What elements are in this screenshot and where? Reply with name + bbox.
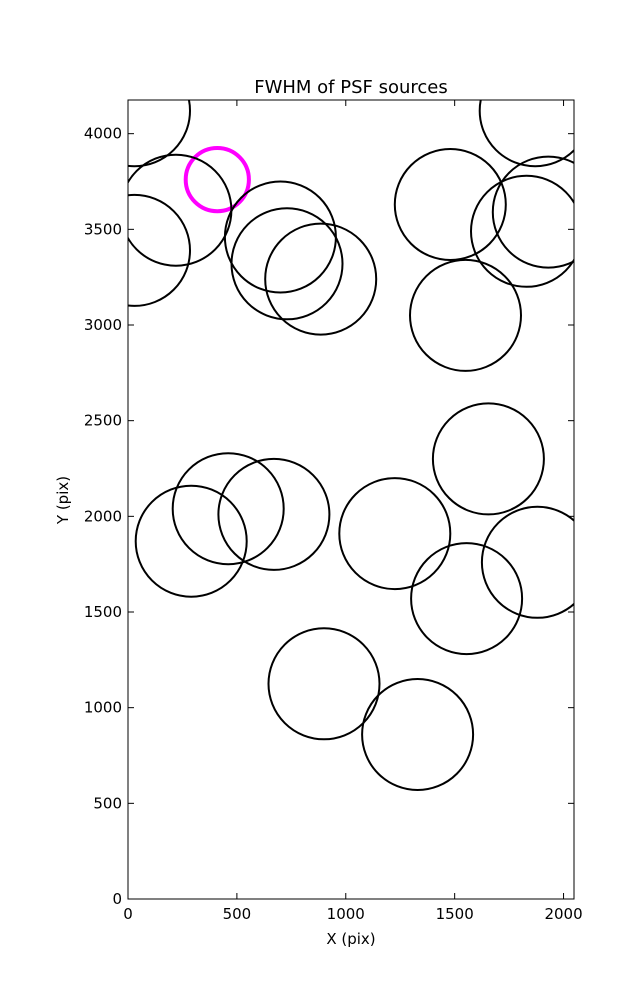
source-circle-5: [128, 193, 191, 307]
y-tick-label: 4000: [84, 125, 122, 143]
x-tick-label: 0: [123, 905, 133, 923]
source-circle-1: [128, 100, 191, 168]
source-circle-15: [217, 457, 331, 571]
source-circle-20: [267, 627, 381, 741]
source-circle-16: [134, 484, 248, 598]
x-tick-label: 1000: [327, 905, 365, 923]
source-circle-10: [470, 174, 574, 288]
y-axis: 0 500 1000 1500 2000 2500 3000 3500 4000: [84, 125, 574, 908]
plot-frame: [127, 99, 575, 900]
x-tick-label: 500: [223, 905, 252, 923]
y-tick-label: 1000: [84, 699, 122, 717]
source-circle-19: [410, 542, 524, 656]
source-circle-12: [409, 258, 522, 372]
source-circle-14: [171, 452, 285, 566]
source-circle-13: [431, 402, 545, 516]
y-axis-label: Y (pix): [54, 476, 72, 525]
x-axis-label: X (pix): [326, 930, 375, 948]
x-tick-label: 1500: [436, 905, 474, 923]
source-circle-2: [478, 100, 574, 168]
sources-layer: [128, 100, 574, 791]
source-circle-8: [264, 222, 378, 336]
source-circle-17: [338, 477, 452, 591]
chart-title: FWHM of PSF sources: [254, 77, 448, 98]
source-circle-9: [393, 148, 507, 261]
y-tick-label: 0: [112, 890, 122, 908]
y-tick-label: 1500: [84, 603, 122, 621]
source-circle-3: [183, 146, 251, 214]
y-tick-label: 3000: [84, 316, 122, 334]
x-axis: 0 500 1000 1500 2000: [123, 100, 583, 923]
source-circle-18: [480, 505, 574, 619]
source-circle-7: [230, 207, 344, 321]
y-tick-label: 2000: [84, 507, 122, 525]
y-tick-label: 2500: [84, 412, 122, 430]
y-tick-label: 3500: [84, 220, 122, 238]
y-tick-label: 500: [93, 794, 122, 812]
source-circle-21: [361, 678, 475, 791]
x-tick-label: 2000: [544, 905, 582, 923]
source-circle-11: [491, 155, 574, 269]
